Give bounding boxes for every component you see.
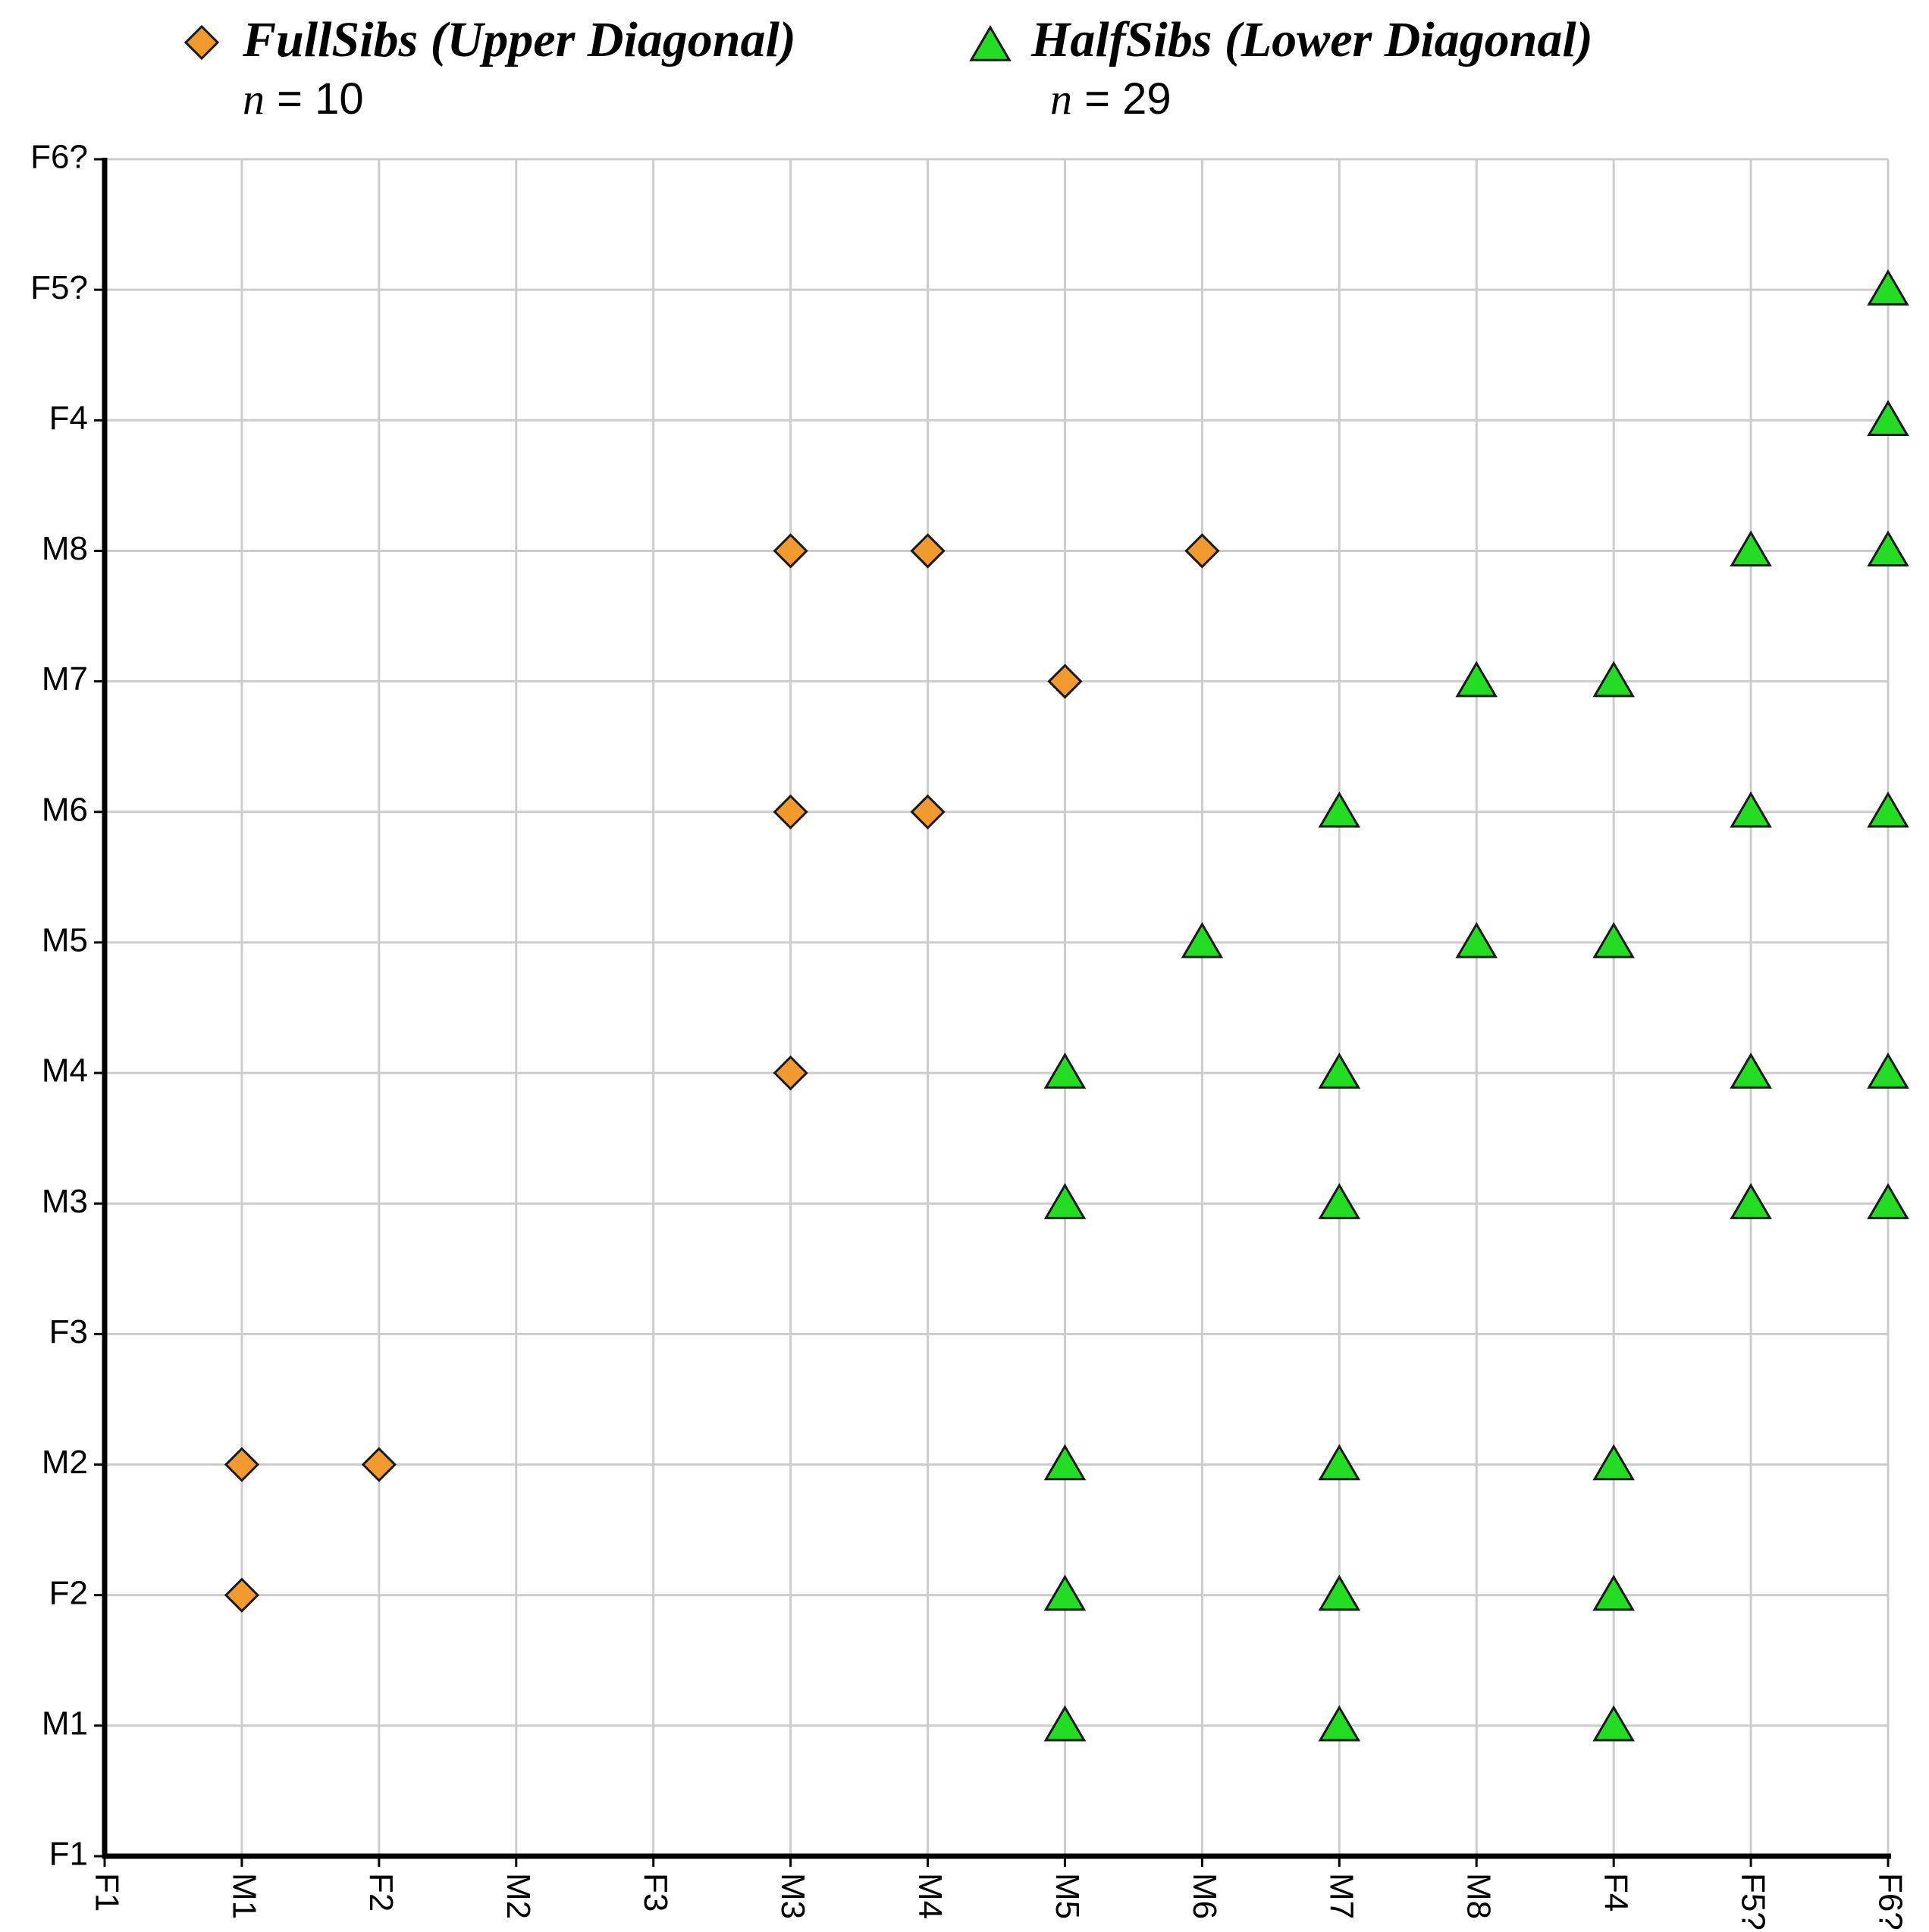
x-tick-label: M8 bbox=[1460, 1873, 1498, 1919]
halfsibs-point bbox=[1043, 1183, 1087, 1219]
legend-entry-fullsibs: FullSibs (Upper Diagonal) n = 10 bbox=[183, 12, 796, 124]
legend: FullSibs (Upper Diagonal) n = 10 HalfSib… bbox=[183, 12, 1593, 124]
legend-triangle-marker bbox=[969, 25, 1012, 61]
y-tick-label: M7 bbox=[42, 660, 88, 698]
y-tick-label: F2 bbox=[49, 1574, 88, 1611]
fullsibs-point bbox=[910, 533, 946, 569]
x-tick-label: F5? bbox=[1734, 1873, 1771, 1930]
legend-diamond-marker bbox=[183, 24, 220, 61]
halfsibs-point bbox=[1318, 791, 1361, 828]
y-tick-label: F4 bbox=[49, 400, 88, 437]
halfsibs-point bbox=[1455, 660, 1498, 698]
legend-label-fullsibs: FullSibs (Upper Diagonal) bbox=[242, 12, 796, 67]
halfsibs-point bbox=[1043, 1574, 1087, 1611]
x-tick-label: F1 bbox=[88, 1873, 125, 1912]
marker-layer bbox=[224, 269, 1909, 1742]
halfsibs-point bbox=[1867, 400, 1909, 437]
axis-layer: F1 M1 F2 M2 F3 M3 M4 M5 M6 M7 M8 F4 F5? F6? F1 M1 F2 M2 F3… bbox=[30, 139, 1909, 1930]
halfsibs-point bbox=[1867, 1183, 1909, 1219]
halfsibs-point bbox=[1592, 1705, 1635, 1742]
y-tick-label: M6 bbox=[42, 791, 88, 828]
x-tick-label: M3 bbox=[774, 1873, 811, 1919]
y-tick-label: M3 bbox=[42, 1183, 88, 1220]
legend-label-halfsibs: HalfSibs (Lower Diagonal) bbox=[1030, 12, 1593, 67]
x-tick-label: M6 bbox=[1186, 1873, 1223, 1919]
halfsibs-point bbox=[1181, 921, 1224, 958]
fullsibs-point bbox=[773, 1055, 808, 1091]
halfsibs-point bbox=[1730, 530, 1772, 567]
halfsibs-point bbox=[1592, 1574, 1635, 1611]
legend-count-halfsibs: n = 29 bbox=[1050, 74, 1172, 124]
y-tick-label: M8 bbox=[42, 530, 88, 567]
x-tick-label: M5 bbox=[1049, 1873, 1086, 1919]
fullsibs-point bbox=[224, 1447, 260, 1482]
halfsibs-point bbox=[1867, 1052, 1909, 1089]
halfsibs-point bbox=[1867, 530, 1909, 567]
x-tick-label: F3 bbox=[637, 1873, 674, 1912]
x-tick-label: F4 bbox=[1598, 1873, 1635, 1912]
halfsibs-point bbox=[1867, 791, 1909, 828]
halfsibs-point bbox=[1730, 1052, 1772, 1089]
halfsibs-point bbox=[1592, 921, 1635, 958]
halfsibs-point bbox=[1318, 1574, 1361, 1611]
y-tick-label: M5 bbox=[42, 922, 88, 959]
x-tick-label: M1 bbox=[225, 1873, 262, 1919]
y-tick-label: M2 bbox=[42, 1444, 88, 1481]
x-tick-label: M7 bbox=[1323, 1873, 1360, 1919]
y-tick-label: M4 bbox=[42, 1052, 88, 1090]
y-tick-label: F5? bbox=[30, 269, 88, 306]
fullsibs-point bbox=[910, 794, 946, 830]
halfsibs-point bbox=[1455, 921, 1498, 958]
fullsibs-point bbox=[1184, 533, 1220, 569]
halfsibs-point bbox=[1592, 660, 1635, 698]
x-tick-label: F2 bbox=[362, 1873, 400, 1912]
grid-layer bbox=[105, 158, 1890, 1856]
fullsibs-point bbox=[773, 794, 808, 830]
halfsibs-point bbox=[1318, 1183, 1361, 1219]
y-tick-label: F1 bbox=[49, 1836, 88, 1873]
halfsibs-point bbox=[1867, 269, 1909, 306]
legend-entry-halfsibs: HalfSibs (Lower Diagonal) n = 29 bbox=[969, 12, 1593, 124]
fullsibs-point bbox=[1047, 663, 1083, 699]
x-tick-label: M4 bbox=[911, 1873, 949, 1919]
halfsibs-point bbox=[1592, 1444, 1635, 1481]
halfsibs-point bbox=[1043, 1444, 1087, 1481]
fullsibs-point bbox=[361, 1447, 397, 1482]
y-tick-label: F6? bbox=[30, 139, 88, 176]
x-tick-label: F6? bbox=[1871, 1873, 1909, 1930]
y-tick-label: F3 bbox=[49, 1313, 88, 1350]
halfsibs-point bbox=[1730, 1183, 1772, 1219]
halfsibs-point bbox=[1043, 1705, 1087, 1742]
halfsibs-point bbox=[1318, 1052, 1361, 1089]
fullsibs-point bbox=[224, 1577, 260, 1613]
halfsibs-point bbox=[1318, 1705, 1361, 1742]
halfsibs-point bbox=[1043, 1052, 1087, 1089]
halfsibs-point bbox=[1318, 1444, 1361, 1481]
fullsibs-point bbox=[773, 533, 808, 569]
halfsibs-point bbox=[1730, 791, 1772, 828]
legend-count-fullsibs: n = 10 bbox=[243, 74, 364, 124]
x-tick-label: M2 bbox=[500, 1873, 537, 1919]
y-tick-label: M1 bbox=[42, 1705, 88, 1742]
